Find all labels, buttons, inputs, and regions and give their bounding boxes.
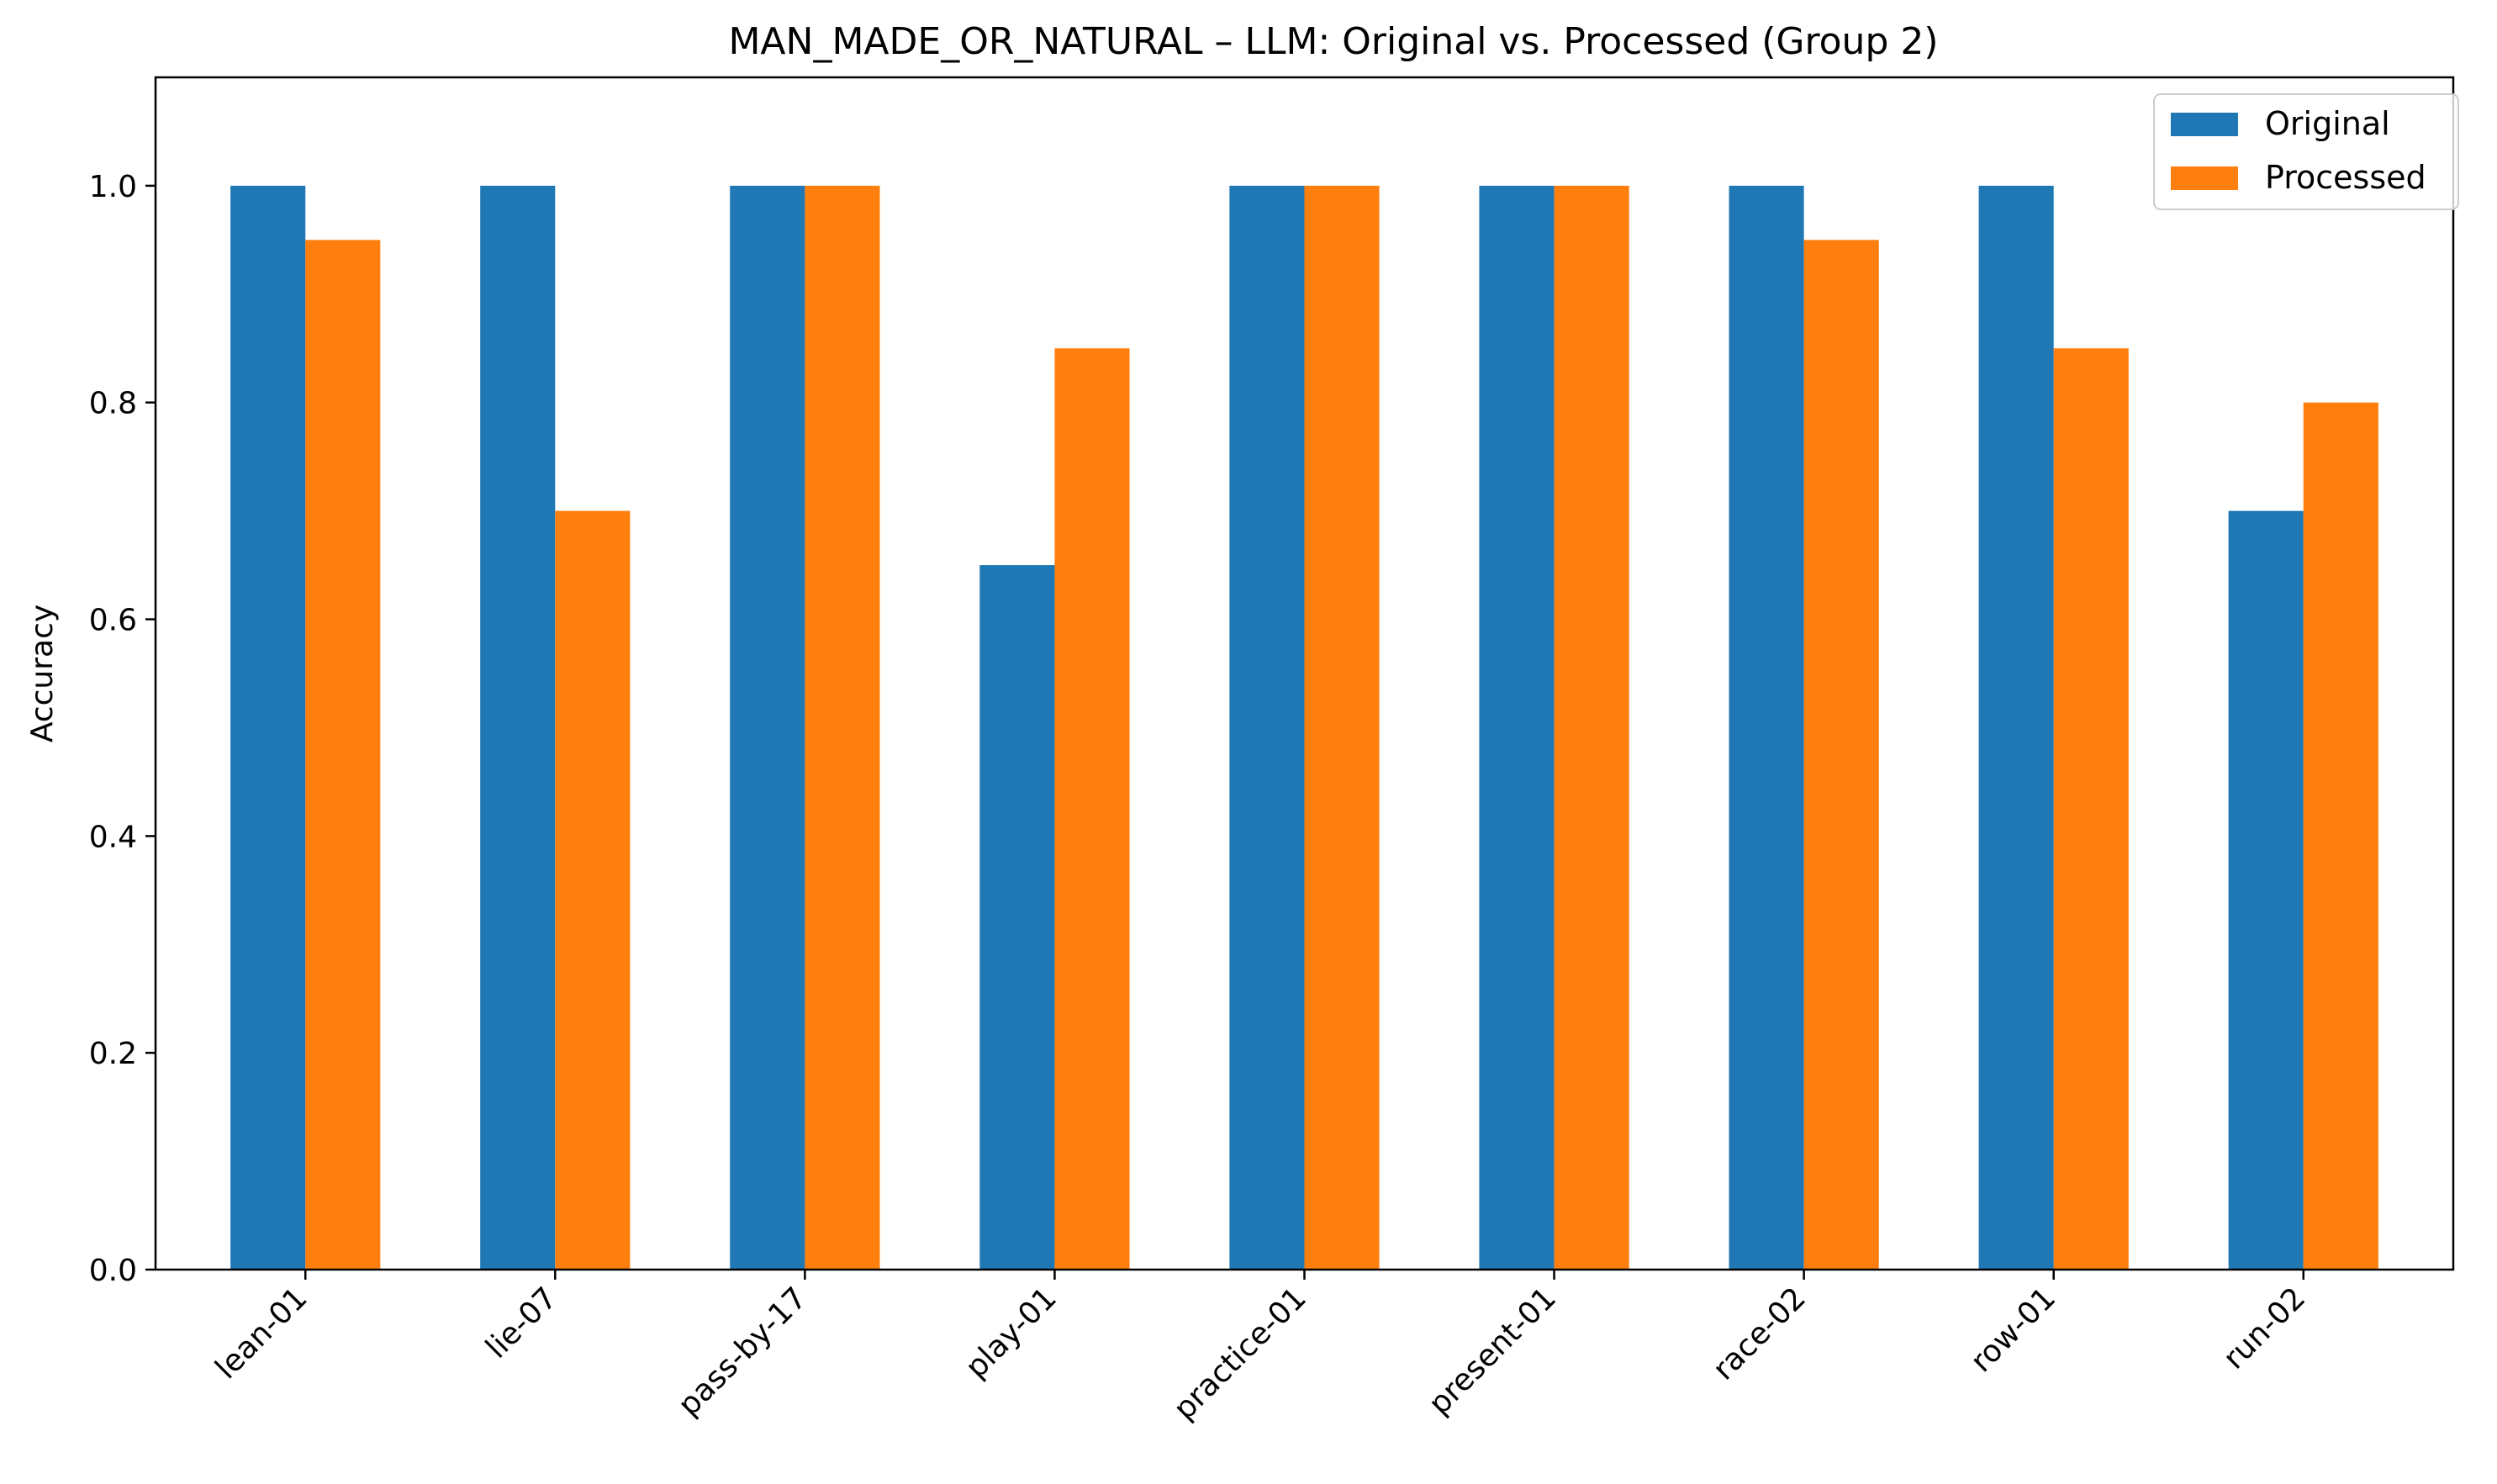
x-tick-label: play-01 — [959, 1281, 1064, 1385]
bar-original-play-01 — [979, 565, 1055, 1270]
legend-swatch-processed — [2171, 166, 2238, 190]
bar-processed-race-02 — [1803, 240, 1879, 1270]
x-tick-label: run-02 — [2217, 1281, 2312, 1376]
y-tick-label: 1.0 — [89, 170, 137, 204]
y-tick-label: 0.8 — [89, 387, 137, 421]
chart-title: MAN_MADE_OR_NATURAL – LLM: Original vs. … — [728, 20, 1938, 63]
bar-original-race-02 — [1729, 185, 1804, 1270]
bar-original-present-01 — [1479, 185, 1555, 1270]
plot-area: 0.0 0.2 0.4 0.6 0.8 1.0 lean-01 lie-07 pass-by-1… — [89, 76, 2455, 1427]
y-tick-label: 0.4 — [89, 820, 137, 854]
legend-label-original: Original — [2265, 105, 2390, 142]
y-tick-label: 0.0 — [89, 1254, 137, 1288]
bar-original-practice-01 — [1229, 185, 1305, 1270]
bar-processed-lie-07 — [555, 510, 631, 1270]
legend-label-processed: Processed — [2265, 159, 2426, 196]
legend-swatch-original — [2171, 113, 2238, 136]
bar-original-run-02 — [2228, 510, 2304, 1270]
bar-processed-lean-01 — [305, 240, 381, 1270]
bar-processed-play-01 — [1054, 348, 1130, 1270]
bar-original-lie-07 — [480, 185, 556, 1270]
bar-processed-row-01 — [2053, 348, 2129, 1270]
y-tick-label: 0.6 — [89, 604, 137, 638]
bar-processed-pass-by-17 — [805, 185, 880, 1270]
x-tick-label: practice-01 — [1167, 1281, 1313, 1427]
bar-processed-present-01 — [1554, 185, 1629, 1270]
x-tick-label: pass-by-17 — [672, 1281, 814, 1423]
x-tick-label: race-02 — [1707, 1281, 1813, 1386]
bar-original-row-01 — [1978, 185, 2054, 1270]
bar-original-lean-01 — [230, 185, 306, 1270]
x-tick-label: present-01 — [1423, 1281, 1563, 1421]
x-tick-label: lie-07 — [479, 1281, 563, 1365]
x-tick-label: row-01 — [1964, 1281, 2062, 1379]
bar-processed-practice-01 — [1304, 185, 1380, 1270]
x-tick-label: lean-01 — [209, 1281, 314, 1386]
bar-processed-run-02 — [2303, 402, 2378, 1270]
y-tick-label: 0.2 — [89, 1037, 137, 1071]
bar-original-pass-by-17 — [730, 185, 805, 1270]
y-axis-label: Accuracy — [25, 605, 60, 742]
legend: Original Processed — [2153, 93, 2459, 210]
